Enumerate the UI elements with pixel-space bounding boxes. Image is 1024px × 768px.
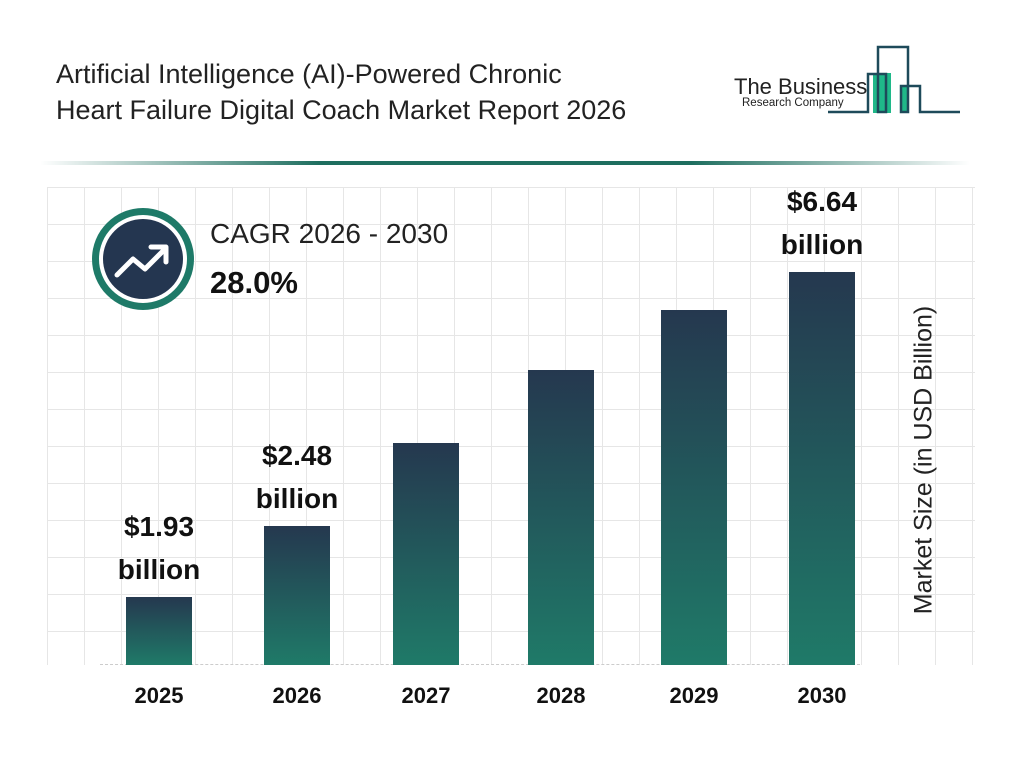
x-tick-label: 2027 — [401, 683, 451, 708]
bar-2029 — [661, 310, 727, 665]
data-label: $6.64 billion — [780, 186, 864, 260]
x-tick-label: 2029 — [669, 683, 719, 708]
x-tick-label: 2030 — [797, 683, 847, 708]
logo-buildings-icon — [828, 45, 960, 114]
cagr-value: 28.0% — [210, 265, 298, 300]
title-line-2: Heart Failure Digital Coach Market Repor… — [56, 95, 627, 125]
company-logo: The Business Research Company — [728, 44, 968, 118]
y-axis-label: Market Size (in USD Billion) — [909, 305, 938, 615]
data-label: $1.93 billion — [117, 511, 201, 585]
header-divider — [40, 161, 970, 165]
x-axis-baseline — [100, 664, 860, 665]
x-tick-label: 2025 — [134, 683, 184, 708]
bar-2026 — [264, 526, 330, 665]
x-tick-label: 2028 — [536, 683, 586, 708]
logo-subtext: Research Company — [742, 97, 844, 109]
bar-2030 — [789, 272, 855, 665]
bar-2028 — [528, 370, 594, 665]
cagr-label: CAGR 2026 - 2030 — [210, 218, 449, 249]
bar-2027 — [393, 443, 459, 665]
bar-2025 — [126, 597, 192, 665]
title-line-1: Artificial Intelligence (AI)-Powered Chr… — [56, 59, 562, 89]
trending-up-icon — [92, 208, 194, 310]
data-label: $2.48 billion — [255, 440, 339, 514]
logo-text: The Business — [734, 74, 868, 99]
x-tick-label: 2026 — [272, 683, 322, 708]
page-title: Artificial Intelligence (AI)-Powered Chr… — [56, 56, 736, 128]
